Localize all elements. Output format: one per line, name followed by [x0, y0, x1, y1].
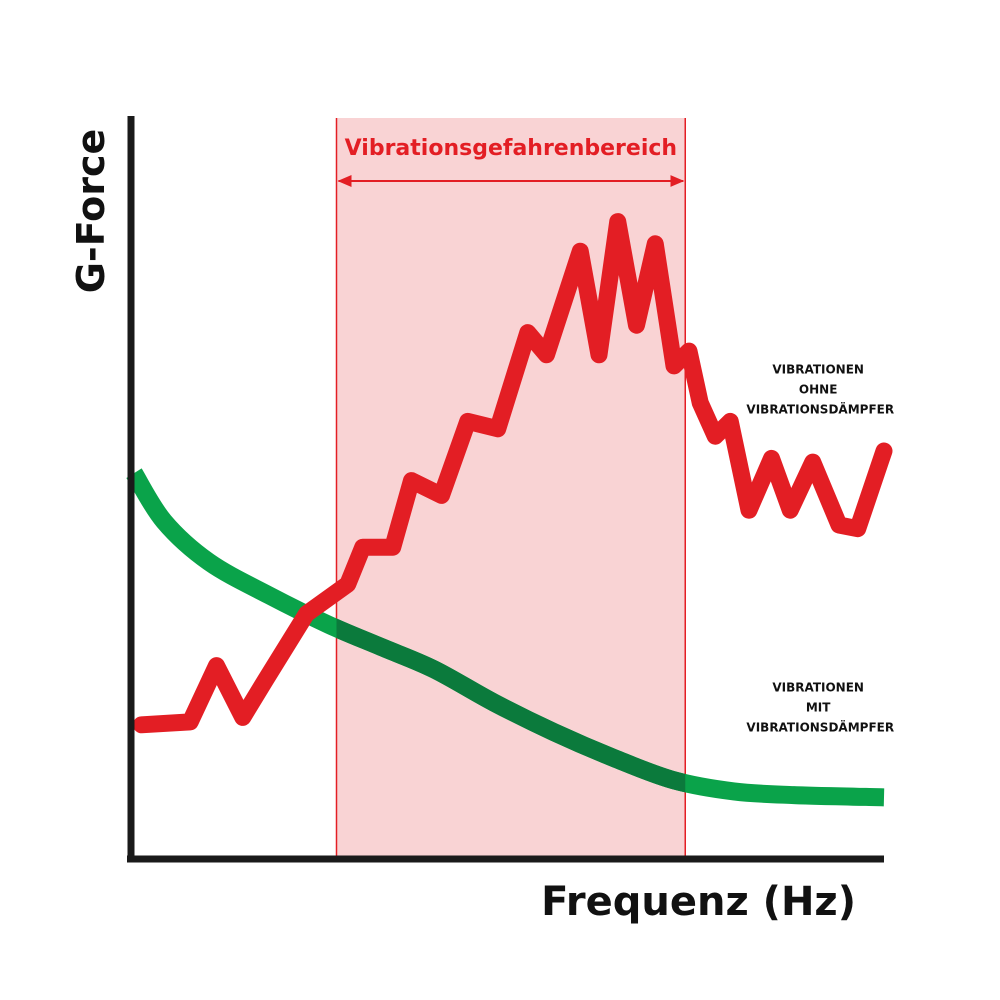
series-label-line: OHNE: [799, 382, 837, 396]
series-label-line: MIT: [806, 701, 831, 715]
series-line-without-damper: [133, 213, 893, 734]
series-label-without-damper: VIBRATIONEN OHNE VIBRATIONSDÄMPFER: [746, 362, 894, 416]
series-line-with-damper-in-zone: [336, 618, 686, 793]
danger-zone-label: Vibrationsgefahrenbereich: [345, 136, 677, 161]
series-label-with-damper: VIBRATIONEN MIT VIBRATIONSDÄMPFER: [746, 681, 894, 735]
series-label-line: VIBRATIONSDÄMPFER: [746, 401, 894, 416]
series-label-line: VIBRATIONEN: [772, 681, 864, 695]
y-axis-label: G-Force: [69, 129, 113, 294]
x-axis-label: Frequenz (Hz): [541, 879, 856, 925]
series-label-line: VIBRATIONSDÄMPFER: [746, 720, 894, 735]
danger-zone-band: [336, 118, 686, 858]
series-label-line: VIBRATIONEN: [772, 362, 864, 376]
